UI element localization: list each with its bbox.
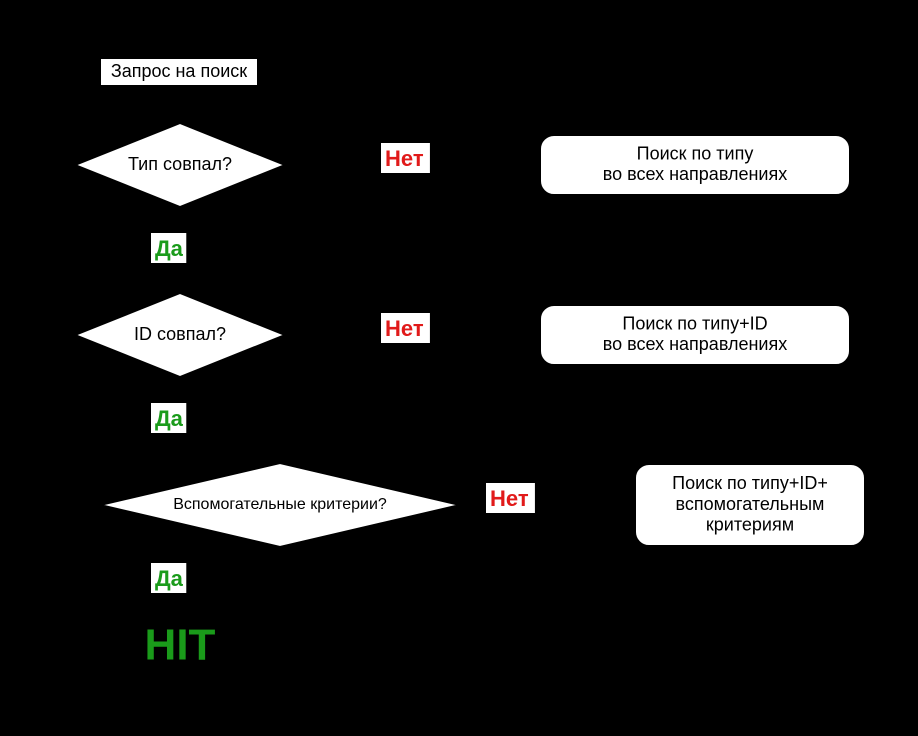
edge-label-yes: Да	[155, 236, 184, 261]
node-label-q3: Вспомогательные критерии?	[173, 496, 387, 513]
node-label-r1: Поиск по типу	[637, 143, 754, 163]
node-label-r1: во всех направлениях	[603, 164, 787, 184]
edge-label-yes: Да	[155, 406, 184, 431]
node-label-start: Запрос на поиск	[111, 61, 247, 81]
edge-label-no: Нет	[490, 486, 529, 511]
edge-label-no: Нет	[385, 146, 424, 171]
node-label-r3: вспомогательным	[676, 494, 825, 514]
hit-label: HIT	[145, 621, 216, 670]
node-label-q2: ID совпал?	[134, 324, 226, 344]
edge-label-yes: Да	[155, 566, 184, 591]
node-label-r3: Поиск по типу+ID+	[672, 473, 828, 493]
node-label-r3: критериям	[706, 514, 794, 534]
nodes-layer: Запрос на поиск Тип совпал? ID совпал? Вспо…	[75, 58, 865, 670]
edge-label-no: Нет	[385, 316, 424, 341]
node-label-q1: Тип совпал?	[128, 154, 232, 174]
node-label-r2: во всех направлениях	[603, 334, 787, 354]
node-label-r2: Поиск по типу+ID	[622, 313, 767, 333]
